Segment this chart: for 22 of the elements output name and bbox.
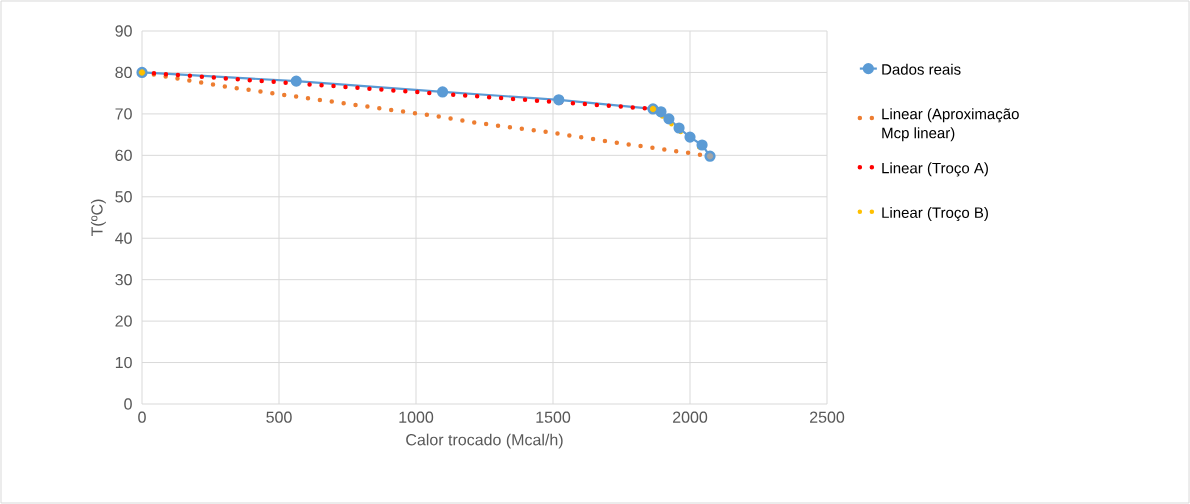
- y-axis-title: T(ºC): [90, 199, 106, 237]
- y-tick-label: 70: [115, 108, 132, 120]
- x-axis-title: Calor trocado (Mcal/h): [406, 433, 563, 449]
- y-tick-label: 40: [115, 232, 132, 244]
- x-tick-label: 2500: [810, 411, 845, 423]
- y-tick-label: 60: [115, 149, 132, 161]
- y-tick-label: 20: [115, 315, 132, 327]
- legend-label: Linear (Troço A): [882, 162, 988, 177]
- x-tick-label: 0: [138, 411, 146, 423]
- legend-label: Dados reais: [882, 63, 961, 75]
- x-tick-label: 1000: [399, 411, 434, 423]
- x-tick-label: 500: [266, 411, 292, 423]
- x-tick-label: 2000: [673, 411, 708, 423]
- legend-label: Linear (Aproximação Mcp linear): [882, 108, 1019, 142]
- y-tick-label: 50: [115, 191, 132, 203]
- y-tick-label: 10: [115, 356, 132, 369]
- y-tick-label: 90: [115, 25, 132, 37]
- y-tick-label: 80: [115, 66, 132, 79]
- y-tick-label: 0: [124, 398, 132, 410]
- x-tick-label: 1500: [536, 411, 571, 423]
- y-tick-label: 30: [115, 274, 132, 286]
- legend-label: Linear (Troço B): [882, 206, 988, 221]
